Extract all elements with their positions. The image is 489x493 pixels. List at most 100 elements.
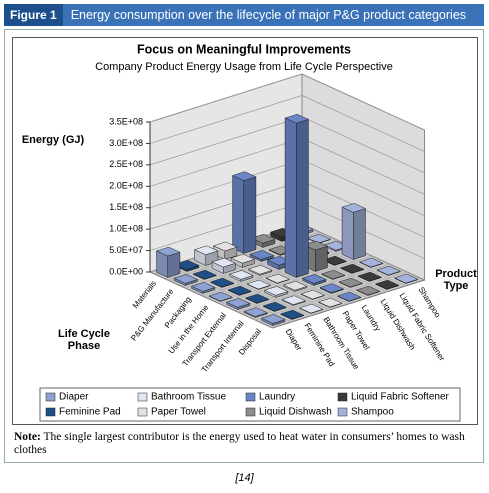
bar xyxy=(393,273,419,284)
bar-top xyxy=(260,314,286,324)
z-tick-label: Laundry xyxy=(360,303,383,332)
bar-top xyxy=(320,269,346,280)
y-tick-label: 2.0E+08 xyxy=(109,181,143,191)
y-tick-label: 5.0E+07 xyxy=(109,245,143,255)
bar xyxy=(244,293,270,304)
bar xyxy=(173,274,199,286)
bar-top xyxy=(173,274,199,284)
bar-face xyxy=(243,176,257,254)
figure-frame xyxy=(4,29,484,463)
chart-subtitle: Company Product Energy Usage from Life C… xyxy=(95,61,393,73)
bar xyxy=(298,303,324,314)
y-tick-label: 1.5E+08 xyxy=(109,202,143,212)
bar-top xyxy=(265,273,291,284)
bar-top xyxy=(319,283,345,293)
bar-face xyxy=(232,175,245,254)
bar-top xyxy=(355,285,381,296)
bar-top xyxy=(193,245,219,256)
bar xyxy=(263,286,289,298)
bar xyxy=(358,257,384,268)
bar-top xyxy=(393,273,419,284)
bar xyxy=(320,269,346,280)
note-text: The single largest contributor is the en… xyxy=(14,431,465,456)
x-tick-label: P&G Manufacture xyxy=(129,287,176,343)
bar-face xyxy=(353,208,366,260)
legend-swatch xyxy=(337,407,348,417)
y-axis-title: Energy (GJ) xyxy=(21,134,85,146)
x-axis-title: Life Cycle Phase xyxy=(58,328,110,352)
bar-top xyxy=(284,113,310,124)
y-tick-label: 1.0E+08 xyxy=(109,224,143,234)
bar-top xyxy=(279,309,305,320)
bar-face xyxy=(167,251,181,278)
bar-top xyxy=(212,241,238,252)
bar-top xyxy=(225,298,251,308)
figure-label: Figure 1 xyxy=(4,4,63,26)
y-tick-label: 3.5E+08 xyxy=(109,116,143,126)
bar-top xyxy=(244,293,270,304)
x-tick-label: Transport External xyxy=(181,311,229,368)
x-tick-label: Disposal xyxy=(237,327,263,357)
bar-top xyxy=(192,269,218,280)
bar-top xyxy=(227,285,253,296)
figure-title: Energy consumption over the lifecycle of… xyxy=(70,8,467,22)
z-tick-label: Diaper xyxy=(284,327,304,352)
bar xyxy=(227,285,253,296)
bar-top xyxy=(230,253,256,264)
bar-top xyxy=(374,279,400,290)
bar xyxy=(374,279,400,290)
legend-label: Liquid Dishwash xyxy=(259,407,332,418)
figure-header: Figure 1 Energy consumption over the lif… xyxy=(4,4,484,26)
legend-swatch xyxy=(245,392,256,402)
legend-swatch xyxy=(137,407,148,417)
bar xyxy=(211,257,237,274)
bar xyxy=(376,265,402,276)
bar-top xyxy=(303,240,329,251)
note: Note: The single largest contributor is … xyxy=(14,431,474,457)
legend-label: Feminine Pad xyxy=(59,407,121,418)
bar xyxy=(300,289,326,300)
bar xyxy=(279,309,305,320)
bar-face xyxy=(284,117,297,278)
bar-top xyxy=(339,263,365,274)
bar xyxy=(249,250,275,262)
y-tick-label: 3.0E+08 xyxy=(109,138,143,148)
bar xyxy=(339,263,365,274)
bar-top xyxy=(281,295,307,305)
bar-top xyxy=(262,301,288,312)
bar xyxy=(338,277,364,288)
bar-top xyxy=(243,307,269,317)
bar-top xyxy=(250,233,276,244)
bar-top xyxy=(228,270,254,280)
bar-face xyxy=(296,119,309,278)
bar-top xyxy=(211,257,237,268)
note-label: Note: xyxy=(14,431,41,443)
bar-top xyxy=(358,257,384,268)
legend-swatch xyxy=(337,392,348,402)
legend-swatch xyxy=(137,392,148,402)
bar-top xyxy=(298,303,324,314)
bar xyxy=(341,203,367,260)
z-axis-title: Product Type xyxy=(435,268,477,292)
bar-top xyxy=(246,279,272,290)
legend-swatch xyxy=(45,392,56,402)
bar xyxy=(228,270,254,282)
bar xyxy=(260,314,286,326)
chart-frame xyxy=(12,37,478,425)
grid-line xyxy=(149,73,425,131)
bar-top xyxy=(282,280,308,291)
bar xyxy=(192,269,218,280)
bar-face xyxy=(315,245,328,272)
floor-line xyxy=(168,265,292,323)
caption: [14] xyxy=(235,472,254,484)
legend-label: Bathroom Tissue xyxy=(151,392,226,403)
bar xyxy=(284,113,310,278)
bar xyxy=(336,291,362,302)
legend-label: Paper Towel xyxy=(151,407,206,418)
bar-top xyxy=(306,233,332,244)
bar xyxy=(281,295,307,306)
bar-top xyxy=(338,277,364,288)
grid-line xyxy=(149,95,425,152)
